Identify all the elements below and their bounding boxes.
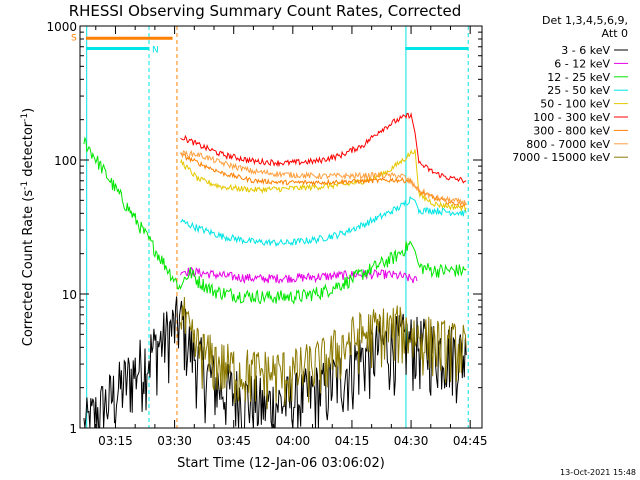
- legend-label-6: 100 - 300 keV: [533, 111, 610, 124]
- y-tick-label-3: 1000: [46, 20, 77, 34]
- x-tick-label-2: 03:45: [216, 434, 251, 448]
- series-line-8: [180, 149, 467, 206]
- legend-label-1: 3 - 6 keV: [561, 44, 610, 57]
- legend-header-1: Det 1,3,4,5,6,9,: [542, 14, 628, 27]
- x-axis-label: Start Time (12-Jan-06 03:06:02): [177, 456, 385, 471]
- legend-label-3: 12 - 25 keV: [547, 71, 610, 84]
- legend-label-2: 6 - 12 keV: [554, 57, 610, 70]
- x-tick-label-5: 04:30: [394, 434, 429, 448]
- x-axis: 03:15 03:30 03:45 04:00 04:15 04:30 04:45: [95, 26, 488, 448]
- series-line-6: [180, 112, 467, 184]
- legend-label-7: 300 - 800 keV: [533, 124, 610, 137]
- legend-label-9: 7000 - 15000 keV: [512, 151, 610, 164]
- x-tick-label-4: 04:15: [335, 434, 370, 448]
- x-tick-label-6: 04:45: [453, 434, 488, 448]
- legend-label-5: 50 - 100 keV: [540, 98, 610, 111]
- series-line-9: [180, 296, 467, 410]
- footer-timestamp: 13-Oct-2021 15:48: [560, 468, 636, 477]
- x-tick-label-1: 03:30: [157, 434, 192, 448]
- chart-title: RHESSI Observing Summary Count Rates, Co…: [69, 2, 462, 20]
- series-line-7: [180, 152, 467, 208]
- x-tick-label-0: 03:15: [98, 434, 133, 448]
- y-axis-label-part: -1: [20, 113, 30, 122]
- y-axis-label: Corrected Count Rate (s-1 detector-1): [20, 108, 36, 346]
- legend-label-8: 800 - 7000 keV: [526, 138, 610, 151]
- series-line-4: [180, 195, 467, 248]
- y-axis-label-part: -1: [20, 181, 30, 190]
- plot-frame: [79, 25, 483, 429]
- series-line-3: [83, 136, 467, 305]
- y-tick-label-0: 1: [69, 422, 77, 436]
- flag-n-label: N: [152, 45, 159, 55]
- y-axis-label-part: Corrected Count Rate (s: [21, 190, 36, 347]
- x-tick-label-3: 04:00: [276, 434, 311, 448]
- y-tick-label-1: 10: [62, 288, 77, 302]
- legend-header-2: Att 0: [602, 27, 628, 40]
- y-axis-label-part: ): [21, 108, 36, 113]
- y-axis: 1 10 100 1000: [46, 20, 482, 436]
- series-line-2: [180, 266, 418, 285]
- legend-label-4: 25 - 50 keV: [547, 84, 610, 97]
- flag-s-label: S: [71, 33, 77, 43]
- y-axis-label-part: detector: [21, 121, 36, 181]
- y-tick-label-2: 100: [54, 154, 77, 168]
